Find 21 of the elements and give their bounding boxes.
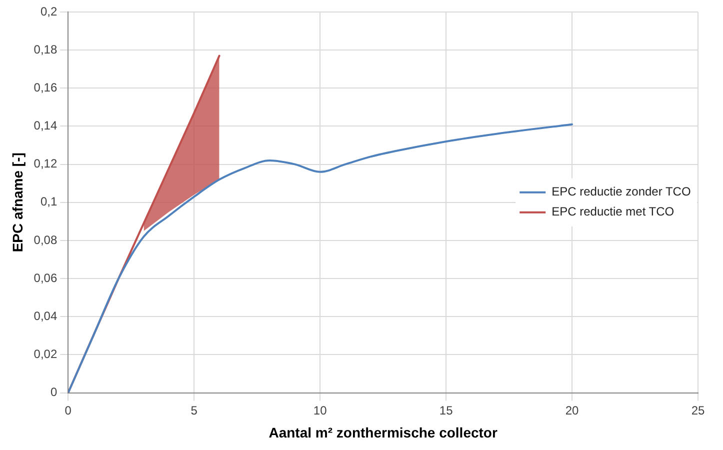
x-tick-label: 15: [439, 403, 454, 418]
y-tick-label: 0,16: [34, 80, 58, 94]
x-tick-label: 20: [565, 403, 580, 418]
y-axis-title: EPC afname [-]: [9, 152, 26, 252]
y-tick-label: 0: [50, 385, 58, 400]
y-tick-label: 0,18: [34, 42, 58, 56]
x-axis-title: Aantal m² zonthermische collector: [268, 424, 498, 440]
y-tick-label: 0,12: [34, 156, 58, 171]
y-tick-label: 0,14: [34, 118, 58, 133]
y-tick-label: 0,02: [34, 347, 58, 362]
x-tick-label: 10: [313, 403, 328, 418]
y-tick-label: 0,06: [34, 270, 58, 285]
y-tick-label: 0,2: [40, 4, 58, 18]
y-tick-label: 0,1: [40, 194, 58, 209]
legend-label: EPC reductie zonder TCO: [552, 184, 691, 199]
legend-label: EPC reductie met TCO: [552, 204, 674, 219]
y-tick-label: 0,08: [34, 232, 58, 247]
y-tick-label: 0,04: [34, 308, 58, 323]
x-tick-label: 25: [691, 403, 705, 418]
x-tick-label: 5: [190, 403, 198, 418]
x-tick-label: 0: [64, 403, 72, 418]
